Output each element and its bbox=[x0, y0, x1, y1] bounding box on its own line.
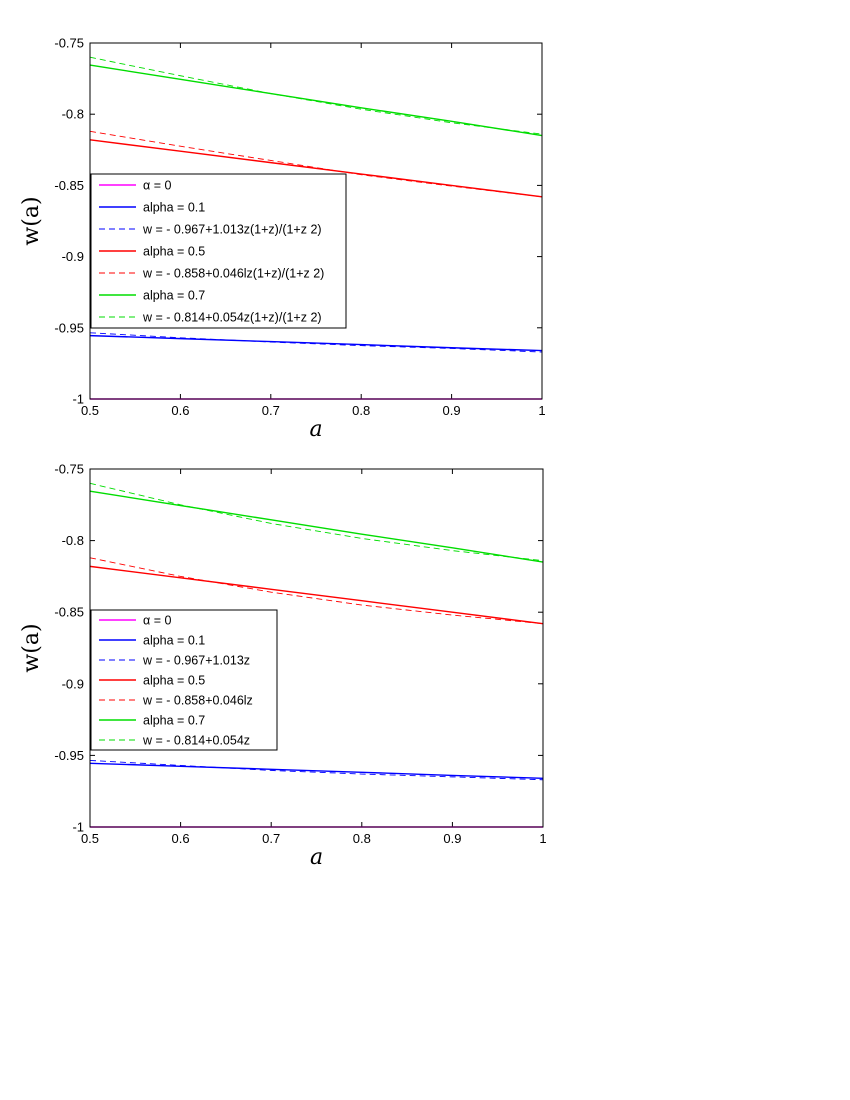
x-tick-label: 0.5 bbox=[81, 403, 99, 418]
series-line-1 bbox=[89, 762, 544, 780]
x-axis-label: a bbox=[309, 417, 322, 442]
legend-entry: w = - 0.967+1.013z bbox=[142, 654, 250, 668]
legend-box bbox=[90, 173, 347, 329]
series-line-3 bbox=[89, 139, 543, 198]
series-line-2 bbox=[89, 759, 544, 781]
x-axis-label: a bbox=[310, 845, 323, 870]
y-tick-label: -0.8 bbox=[62, 107, 84, 122]
x-tick-label: 0.8 bbox=[352, 403, 370, 418]
x-tick-label: 0.6 bbox=[171, 403, 189, 418]
y-axis-label: w(a) bbox=[19, 623, 44, 672]
legend-entry: alpha = 0.5 bbox=[143, 245, 205, 259]
legend-entry: alpha = 0.1 bbox=[143, 634, 205, 648]
y-tick-label: -0.85 bbox=[54, 605, 84, 620]
legend-entry: α = 0 bbox=[143, 179, 171, 193]
legend-entry: alpha = 0.1 bbox=[143, 201, 205, 215]
legend-entry: w = - 0.814+0.054z bbox=[142, 734, 250, 748]
legend-entry: alpha = 0.5 bbox=[143, 674, 205, 688]
x-tick-label: 1 bbox=[539, 831, 546, 846]
series-line-5 bbox=[89, 64, 543, 137]
series-line-4 bbox=[89, 130, 543, 198]
x-tick-label: 0.9 bbox=[443, 403, 461, 418]
series-line-5 bbox=[89, 490, 544, 563]
y-tick-label: -0.75 bbox=[54, 36, 84, 51]
legend-entry: w = - 0.967+1.013z(1+z)/(1+z 2) bbox=[142, 223, 322, 237]
x-tick-label: 0.8 bbox=[353, 831, 371, 846]
y-axis-label: w(a) bbox=[19, 196, 44, 245]
y-tick-label: -1 bbox=[72, 820, 84, 835]
legend-entry: alpha = 0.7 bbox=[143, 289, 205, 303]
legend-entry: w = - 0.858+0.046lz bbox=[142, 694, 253, 708]
axes-frame bbox=[89, 468, 544, 828]
x-tick-label: 0.9 bbox=[443, 831, 461, 846]
legend-entry: w = - 0.858+0.046lz(1+z)/(1+z 2) bbox=[142, 267, 324, 281]
chart-2: 0.5 0.6 0.7 0.8 0.9 1 -1 -0.95 -0.9 -0.85 -0.8 -0.7… bbox=[19, 462, 547, 871]
series-line-6 bbox=[89, 56, 543, 135]
chart-1: 0.5 0.6 0.7 0.8 0.9 1 -1 -0.95 -0.9 -0.85 -0.8 -0.7… bbox=[19, 36, 546, 443]
y-tick-label: -0.8 bbox=[62, 533, 84, 548]
axes-frame bbox=[89, 42, 543, 400]
y-tick-label: -0.95 bbox=[54, 748, 84, 763]
legend-entry: w = - 0.814+0.054z(1+z)/(1+z 2) bbox=[142, 311, 322, 325]
x-tick-label: 0.5 bbox=[81, 831, 99, 846]
legend-entry: α = 0 bbox=[143, 614, 171, 628]
x-tick-label: 0.7 bbox=[262, 831, 280, 846]
y-tick-label: -1 bbox=[72, 392, 84, 407]
y-tick-label: -0.9 bbox=[62, 676, 84, 691]
series-line-2 bbox=[89, 332, 543, 353]
y-tick-label: -0.75 bbox=[54, 462, 84, 477]
y-tick-label: -0.95 bbox=[54, 320, 84, 335]
series-line-3 bbox=[89, 565, 544, 625]
legend-entry: alpha = 0.7 bbox=[143, 714, 205, 728]
series-line-1 bbox=[89, 334, 543, 352]
y-tick-label: -0.85 bbox=[54, 178, 84, 193]
legend: α = 0 alpha = 0.1 w = - 0.967+1.013z alpha … bbox=[90, 609, 278, 751]
y-tick-label: -0.9 bbox=[62, 249, 84, 264]
x-tick-label: 1 bbox=[538, 403, 545, 418]
legend: α = 0 alpha = 0.1 w = - 0.967+1.013z(1+z)/… bbox=[90, 173, 347, 329]
x-tick-label: 0.7 bbox=[262, 403, 280, 418]
x-tick-label: 0.6 bbox=[172, 831, 190, 846]
series-line-4 bbox=[89, 557, 544, 625]
series-line-6 bbox=[89, 482, 544, 562]
